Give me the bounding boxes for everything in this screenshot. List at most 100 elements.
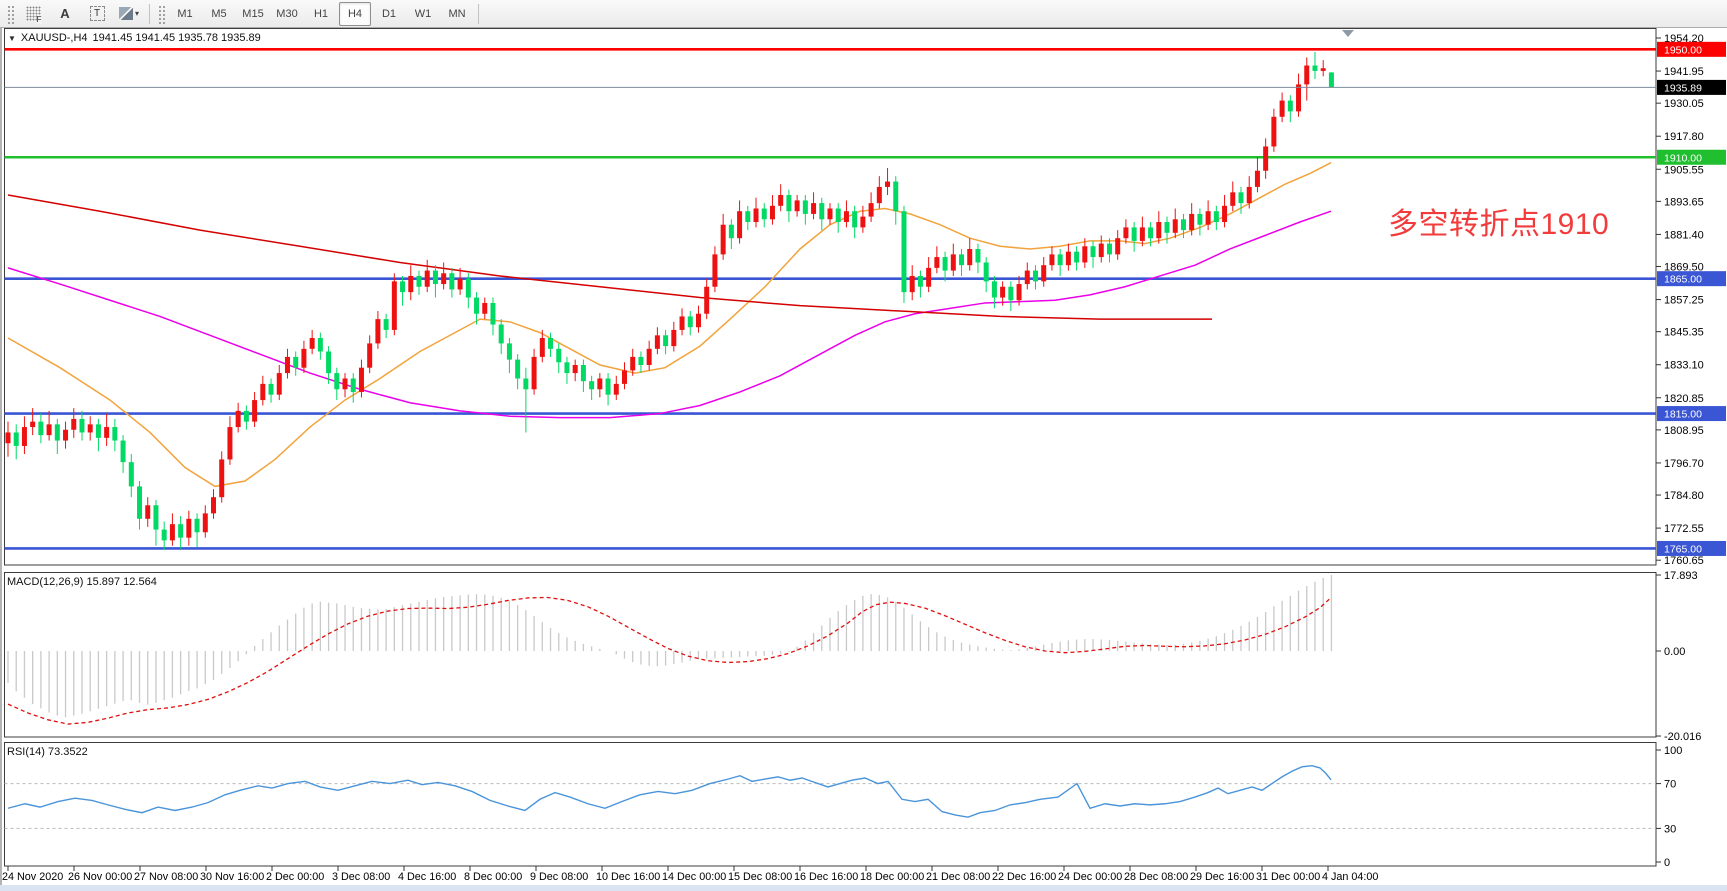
- svg-text:17.893: 17.893: [1664, 570, 1698, 582]
- draw-arrows-button[interactable]: ▾: [114, 2, 144, 26]
- svg-text:21 Dec 08:00: 21 Dec 08:00: [926, 871, 990, 883]
- main-chart[interactable]: [4, 48, 1657, 550]
- timeframe-h4[interactable]: H4: [339, 1, 371, 26]
- svg-text:1950.00: 1950.00: [1664, 44, 1702, 56]
- timeframe-h1[interactable]: H1: [313, 7, 329, 20]
- macd-panel-frame: [4, 572, 1657, 738]
- rsi-indicator-label: RSI(14) 73.3522: [7, 746, 88, 758]
- svg-text:1815.00: 1815.00: [1664, 409, 1702, 421]
- symbol-title: XAUUSD-,H4: [20, 32, 88, 44]
- svg-text:1865.00: 1865.00: [1664, 274, 1702, 286]
- svg-text:4 Dec 16:00: 4 Dec 16:00: [398, 871, 456, 883]
- svg-text:14 Dec 00:00: 14 Dec 00:00: [662, 871, 726, 883]
- indicator-grid-button[interactable]: F: [18, 2, 48, 26]
- svg-text:-20.016: -20.016: [1664, 731, 1701, 743]
- svg-text:0.00: 0.00: [1664, 646, 1685, 658]
- svg-text:4 Jan 04:00: 4 Jan 04:00: [1322, 871, 1378, 883]
- toolbar: F A T ▾ M1 M5 M15 M30 H1 H4 D1 W1 MN: [0, 0, 1727, 28]
- svg-text:2 Dec 00:00: 2 Dec 00:00: [266, 871, 324, 883]
- svg-text:1930.05: 1930.05: [1664, 98, 1704, 110]
- price-axis[interactable]: 1954.201941.951930.051917.801905.551893.…: [1656, 33, 1726, 869]
- ma-fast-orange: [7, 161, 1332, 488]
- timeframe-drag-handle[interactable]: [157, 3, 165, 24]
- level-badge-1765.00: [1657, 540, 1726, 556]
- svg-text:22 Dec 16:00: 22 Dec 16:00: [992, 871, 1056, 883]
- svg-text:31 Dec 00:00: 31 Dec 00:00: [1256, 871, 1320, 883]
- draw-arrows-icon: [118, 7, 133, 20]
- svg-text:1910.00: 1910.00: [1664, 152, 1702, 164]
- rsi-line: [7, 764, 1332, 818]
- symbol-ohlc: 1941.45 1941.45 1935.78 1935.89: [92, 32, 261, 44]
- rsi-panel[interactable]: [4, 764, 1657, 829]
- svg-text:28 Dec 08:00: 28 Dec 08:00: [1124, 871, 1188, 883]
- chart-shift-marker-icon[interactable]: [1342, 30, 1354, 37]
- rsi-panel-frame: [4, 742, 1657, 867]
- svg-text:1820.85: 1820.85: [1664, 393, 1704, 405]
- time-axis[interactable]: 24 Nov 2020 26 Nov 00:00 27 Nov 08:00 30 No…: [2, 866, 1378, 884]
- svg-text:26 Nov 00:00: 26 Nov 00:00: [68, 871, 132, 883]
- ma-slow-red: [7, 194, 1212, 320]
- svg-text:1808.95: 1808.95: [1664, 425, 1704, 437]
- text-label-icon: A: [60, 6, 70, 21]
- level-badge-1865.00: [1657, 271, 1726, 287]
- timeframe-m5[interactable]: M5: [211, 7, 227, 20]
- svg-text:3 Dec 08:00: 3 Dec 08:00: [332, 871, 390, 883]
- svg-text:1905.55: 1905.55: [1664, 164, 1704, 176]
- timeframe-m1[interactable]: M1: [177, 7, 193, 20]
- svg-text:1941.95: 1941.95: [1664, 66, 1704, 78]
- symbol-caret-icon: ▼: [8, 33, 16, 43]
- svg-text:1765.00: 1765.00: [1664, 543, 1702, 555]
- svg-text:1772.55: 1772.55: [1664, 523, 1704, 535]
- main-panel-frame: [4, 28, 1657, 566]
- svg-text:1869.50: 1869.50: [1664, 262, 1704, 274]
- text-label-button[interactable]: A: [50, 2, 80, 26]
- svg-text:24 Dec 00:00: 24 Dec 00:00: [1058, 871, 1122, 883]
- svg-text:1893.65: 1893.65: [1664, 196, 1704, 208]
- timeframe-m30[interactable]: M30: [276, 7, 298, 20]
- svg-text:0: 0: [1664, 857, 1670, 869]
- toolbar-drag-handle[interactable]: [6, 3, 14, 24]
- annotation-text: 多空转折点1910: [1388, 208, 1610, 241]
- text-box-icon: T: [89, 6, 105, 21]
- text-box-button[interactable]: T: [82, 2, 112, 26]
- svg-text:27 Nov 08:00: 27 Nov 08:00: [134, 871, 198, 883]
- svg-text:1760.65: 1760.65: [1664, 555, 1704, 567]
- svg-text:15 Dec 08:00: 15 Dec 08:00: [728, 871, 792, 883]
- svg-text:1857.25: 1857.25: [1664, 295, 1704, 307]
- level-badge-1950.00: [1657, 41, 1726, 57]
- macd-signal-line: [7, 596, 1332, 725]
- svg-text:100: 100: [1664, 745, 1682, 757]
- candles: [5, 52, 1334, 550]
- timeframe-mn[interactable]: MN: [448, 7, 466, 20]
- svg-text:1784.80: 1784.80: [1664, 490, 1704, 502]
- current-price-badge: [1657, 79, 1726, 95]
- svg-text:30: 30: [1664, 823, 1676, 835]
- chevron-down-icon: ▾: [134, 9, 139, 18]
- svg-text:1845.35: 1845.35: [1664, 327, 1704, 339]
- chart-symbol-header[interactable]: ▼ XAUUSD-,H4 1941.45 1941.45 1935.78 193…: [8, 32, 261, 44]
- svg-text:1935.89: 1935.89: [1664, 82, 1702, 94]
- svg-text:1917.80: 1917.80: [1664, 131, 1704, 143]
- svg-text:18 Dec 00:00: 18 Dec 00:00: [860, 871, 924, 883]
- timeframe-w1[interactable]: W1: [414, 7, 432, 20]
- svg-text:70: 70: [1664, 779, 1676, 791]
- svg-text:1833.10: 1833.10: [1664, 360, 1704, 372]
- svg-text:24 Nov 2020: 24 Nov 2020: [2, 871, 63, 883]
- svg-text:1881.40: 1881.40: [1664, 229, 1704, 241]
- svg-text:30 Nov 16:00: 30 Nov 16:00: [200, 871, 264, 883]
- svg-text:8 Dec 00:00: 8 Dec 00:00: [464, 871, 522, 883]
- timeframe-m15[interactable]: M15: [242, 7, 264, 20]
- indicator-grid-icon: F: [25, 6, 42, 24]
- level-badge-1815.00: [1657, 406, 1726, 422]
- svg-text:16 Dec 16:00: 16 Dec 16:00: [794, 871, 858, 883]
- svg-text:10 Dec 16:00: 10 Dec 16:00: [596, 871, 660, 883]
- svg-text:1796.70: 1796.70: [1664, 458, 1704, 470]
- macd-indicator-label: MACD(12,26,9) 15.897 12.564: [7, 576, 157, 588]
- window-bottom-strip: [0, 885, 1727, 891]
- level-badge-1910.00: [1657, 149, 1726, 165]
- svg-text:9 Dec 08:00: 9 Dec 08:00: [530, 871, 588, 883]
- timeframe-d1[interactable]: D1: [381, 7, 397, 20]
- macd-panel[interactable]: [7, 574, 1333, 725]
